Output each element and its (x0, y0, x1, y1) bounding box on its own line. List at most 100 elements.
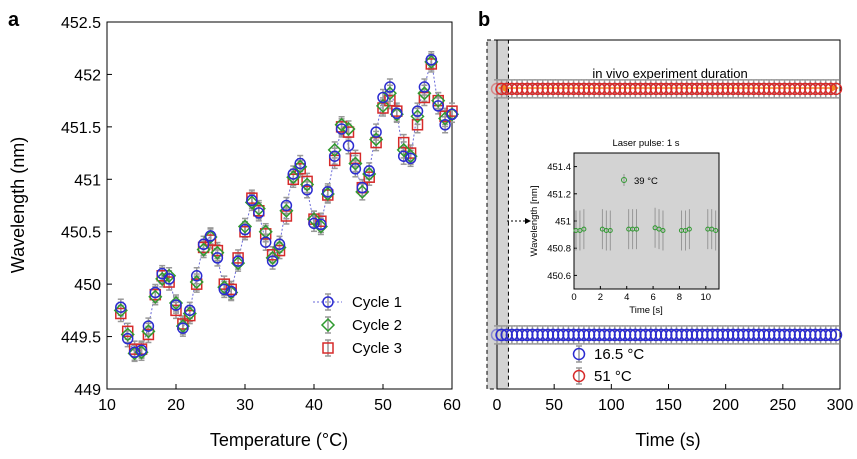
inset-x-axis-label: Time [s] (629, 305, 662, 316)
data-point-cycle-3 (363, 171, 375, 183)
inset-legend-marker (621, 177, 627, 183)
data-point-cycle-1 (197, 238, 210, 251)
data-point-cycle-3 (342, 126, 355, 138)
data-point-cycle-1 (204, 230, 217, 242)
panel-letter-b: b (478, 9, 490, 31)
data-point-cycle-1 (218, 283, 231, 296)
data-point-cycle-1 (315, 218, 327, 231)
data-point-cycle-2 (231, 256, 246, 271)
data-point-cycle-1 (418, 81, 431, 93)
inset-y-axis-label: Wavelength [nm] (529, 186, 540, 257)
inset-x-tick-label: 8 (677, 292, 682, 303)
data-point-cycle-3 (170, 304, 182, 317)
inset-y-tick-label: 450.8 (547, 244, 571, 255)
data-point-cycle-2 (396, 142, 411, 157)
data-point-cycle-2 (320, 186, 335, 202)
x-tick-label: 200 (712, 397, 739, 414)
data-point-cycle-2 (327, 142, 342, 157)
inset-pointer-head (525, 218, 531, 224)
data-point-cycle-1 (163, 273, 175, 285)
legend-marker (322, 342, 334, 354)
inset-pointer-arrow (507, 218, 531, 224)
data-point-cycle-2 (182, 306, 197, 321)
data-point-cycle-1 (356, 181, 369, 194)
x-tick-label: 0 (493, 397, 502, 414)
data-point-cycle-1 (239, 223, 251, 236)
data-point-cycle-2 (348, 156, 363, 171)
data-point-cycle-1 (425, 53, 438, 66)
data-point-cycle-2 (341, 121, 356, 137)
x-tick-label: 10 (98, 397, 116, 414)
data-point-cycle-2 (113, 303, 128, 318)
data-point-cycle-2 (244, 195, 259, 210)
inset-y-tick-label: 451.2 (547, 189, 571, 200)
data-point-initial (490, 82, 504, 96)
inset-x-tick-label: 6 (650, 292, 655, 303)
data-point-cycle-2 (189, 274, 204, 290)
panel-a-frame (106, 21, 453, 390)
y-tick-label: 450.5 (61, 225, 101, 242)
data-point-cycle-1 (115, 301, 127, 313)
data-point-cycle-2 (389, 107, 404, 122)
inset-data-point (634, 226, 640, 232)
x-tick-label: 60 (443, 397, 461, 414)
data-point-cycle-2 (120, 327, 135, 342)
x-tick-label: 100 (598, 397, 625, 414)
data-point-cycle-1 (121, 332, 134, 345)
data-point-cycle-1 (232, 255, 244, 267)
x-tick-label: 50 (545, 397, 563, 414)
data-point-cycle-2 (424, 54, 439, 69)
data-point-cycle-1 (439, 119, 451, 131)
inset-legend: 39 °C (621, 174, 658, 187)
data-point-cycle-3 (177, 318, 189, 330)
data-point-cycle-1 (190, 270, 203, 282)
data-point-cycle-2 (134, 345, 149, 360)
data-point-cycle-3 (211, 244, 224, 257)
legend-marker (572, 347, 586, 361)
data-point-cycle-2 (293, 159, 308, 174)
data-point-cycle-1 (377, 91, 389, 104)
data-point-cycle-1 (128, 346, 141, 359)
data-point-cycle-1 (170, 299, 182, 311)
inset-y-tick-label: 450.6 (547, 271, 571, 282)
data-point-cycle-3 (287, 173, 300, 186)
data-point-cycle-3 (266, 249, 279, 261)
data-point-cycle-1 (432, 100, 444, 112)
data-point-cycle-1 (142, 320, 155, 332)
panel-b-legend: 16.5 °C 51 °C (572, 345, 644, 385)
data-point-cycle-1 (342, 139, 355, 152)
panel-a-y-axis-label: Wavelength (nm) (8, 137, 28, 273)
data-point-cycle-1 (335, 123, 348, 135)
data-point (829, 82, 843, 96)
x-tick-label: 50 (374, 397, 392, 414)
panel-a-legend: Cycle 1 Cycle 2 Cycle 3 (313, 293, 402, 357)
inset-x-tick-label: 10 (701, 292, 712, 303)
data-point-cycle-1 (328, 150, 341, 162)
panel-a-x-axis-label: Temperature (°C) (210, 430, 348, 450)
inset-legend-label: 39 °C (634, 176, 658, 187)
duration-annotation: in vivo experiment duration (592, 66, 747, 81)
data-point-cycle-1 (177, 322, 189, 334)
data-point-cycle-1 (273, 238, 286, 251)
data-point-initial (490, 328, 504, 342)
data-point-cycle-3 (115, 307, 127, 320)
legend-marker (572, 369, 586, 383)
data-point-cycle-3 (184, 309, 196, 322)
data-point-cycle-3 (273, 244, 286, 257)
data-point-cycle-1 (363, 165, 375, 177)
data-point-cycle-1 (135, 344, 148, 356)
data-point-cycle-1 (404, 152, 417, 165)
legend-label: Cycle 3 (352, 340, 402, 357)
data-point (824, 82, 838, 96)
data-point-cycle-3 (190, 278, 203, 290)
data-point-cycle-2 (334, 117, 349, 132)
y-tick-label: 449.5 (61, 330, 101, 347)
data-point-cycle-3 (142, 328, 155, 341)
inset-data-point (581, 226, 587, 232)
data-point-cycle-1 (225, 285, 237, 298)
x-tick-label: 250 (769, 397, 796, 414)
data-point-cycle-1 (370, 126, 382, 138)
panel-letter-a: a (8, 9, 20, 31)
data-point-cycle-1 (384, 81, 396, 93)
data-point (829, 328, 843, 342)
